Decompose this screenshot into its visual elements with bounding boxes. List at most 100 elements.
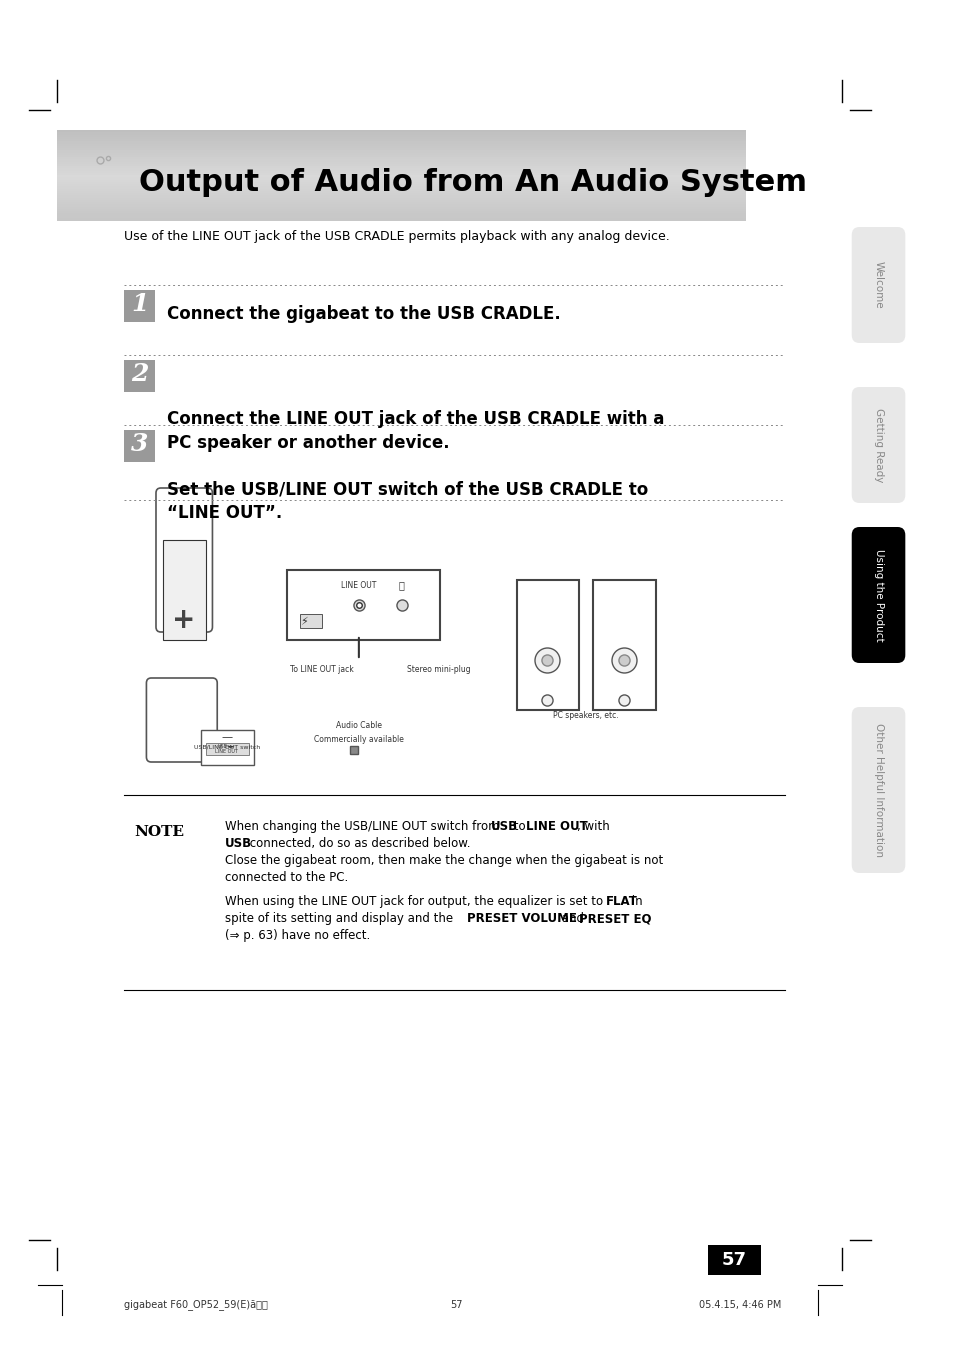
Bar <box>57 218 745 222</box>
Text: Audio Cable: Audio Cable <box>335 720 381 730</box>
Bar <box>57 157 745 161</box>
Bar <box>57 155 745 158</box>
Bar <box>57 196 745 199</box>
Bar <box>57 159 745 162</box>
Text: PC speakers, etc.: PC speakers, etc. <box>553 711 618 720</box>
Bar <box>517 580 578 711</box>
Text: Commercially available: Commercially available <box>314 735 403 744</box>
Text: and: and <box>558 912 587 925</box>
Bar <box>57 142 745 145</box>
Bar <box>57 189 745 192</box>
Bar <box>57 135 745 138</box>
Bar <box>57 200 745 203</box>
Bar <box>57 177 745 181</box>
Bar <box>57 211 745 215</box>
Bar <box>57 204 745 208</box>
Bar <box>57 184 745 188</box>
Bar <box>57 136 745 141</box>
Text: Set the USB/LINE OUT switch of the USB CRADLE to
“LINE OUT”.: Set the USB/LINE OUT switch of the USB C… <box>168 480 648 521</box>
Bar <box>57 146 745 149</box>
Bar <box>57 216 745 219</box>
Text: Connect the gigabeat to the USB CRADLE.: Connect the gigabeat to the USB CRADLE. <box>168 305 560 323</box>
Text: Close the gigabeat room, then make the change when the gigabeat is not: Close the gigabeat room, then make the c… <box>225 854 662 867</box>
Bar <box>57 182 745 185</box>
Text: When changing the USB/LINE OUT switch from: When changing the USB/LINE OUT switch fr… <box>225 820 503 834</box>
Text: LINE OUT: LINE OUT <box>341 581 376 589</box>
Bar <box>57 153 745 155</box>
Text: to: to <box>510 820 529 834</box>
Text: Stereo mini-plug: Stereo mini-plug <box>406 666 470 674</box>
Text: Getting Ready: Getting Ready <box>873 408 882 482</box>
Bar <box>57 162 745 165</box>
Bar <box>57 130 745 134</box>
Bar <box>57 150 745 154</box>
Text: , with: , with <box>577 820 609 834</box>
Bar <box>57 166 745 169</box>
FancyBboxPatch shape <box>146 678 217 762</box>
Bar <box>124 430 155 462</box>
Text: PRESET EQ: PRESET EQ <box>578 912 651 925</box>
Text: in: in <box>627 894 641 908</box>
Bar <box>57 169 745 172</box>
Bar <box>57 186 745 189</box>
Bar <box>57 207 745 209</box>
Bar <box>57 143 745 147</box>
Text: connected, do so as described below.: connected, do so as described below. <box>246 838 470 850</box>
Bar <box>300 613 321 628</box>
Bar <box>57 190 745 195</box>
Text: NOTE: NOTE <box>133 825 184 839</box>
Bar <box>593 580 655 711</box>
Text: Welcome: Welcome <box>873 261 882 309</box>
Bar <box>57 213 745 216</box>
Bar <box>287 570 439 640</box>
Text: 🎧: 🎧 <box>398 580 404 590</box>
Bar <box>206 743 249 755</box>
Bar <box>57 203 745 205</box>
Text: +: + <box>172 607 195 634</box>
Bar <box>57 170 745 174</box>
FancyBboxPatch shape <box>851 386 904 503</box>
FancyBboxPatch shape <box>851 527 904 663</box>
Text: USB: USB <box>491 820 517 834</box>
Bar <box>57 139 745 142</box>
Bar <box>57 197 745 201</box>
Text: spite of its setting and display and the: spite of its setting and display and the <box>225 912 456 925</box>
Bar <box>163 540 206 640</box>
Text: USB/LINE OUT switch: USB/LINE OUT switch <box>193 744 259 750</box>
Bar <box>57 193 745 196</box>
Text: USB◄►
LINE OUT: USB◄► LINE OUT <box>215 743 238 754</box>
Text: 57: 57 <box>720 1251 746 1269</box>
Bar <box>57 132 745 135</box>
Text: —: — <box>221 732 233 742</box>
Text: LINE OUT: LINE OUT <box>526 820 587 834</box>
Bar <box>57 173 745 176</box>
Text: (⇒ p. 63) have no effect.: (⇒ p. 63) have no effect. <box>225 929 370 942</box>
Text: Use of the LINE OUT jack of the USB CRADLE permits playback with any analog devi: Use of the LINE OUT jack of the USB CRAD… <box>124 230 669 243</box>
Text: FLAT: FLAT <box>605 894 637 908</box>
Bar <box>707 1246 760 1275</box>
Text: Output of Audio from An Audio System: Output of Audio from An Audio System <box>138 168 806 197</box>
Bar <box>57 163 745 168</box>
Text: Connect the LINE OUT jack of the USB CRADLE with a
PC speaker or another device.: Connect the LINE OUT jack of the USB CRA… <box>168 409 664 451</box>
Text: connected to the PC.: connected to the PC. <box>225 871 348 884</box>
Text: 57: 57 <box>450 1300 462 1310</box>
FancyBboxPatch shape <box>851 227 904 343</box>
Bar <box>57 149 745 151</box>
Text: 05.4.15, 4:46 PM: 05.4.15, 4:46 PM <box>698 1300 781 1310</box>
Bar <box>57 180 745 182</box>
Text: Other Helpful Information: Other Helpful Information <box>873 723 882 857</box>
Text: 2: 2 <box>131 362 149 386</box>
Text: 1: 1 <box>131 292 149 316</box>
Bar <box>124 359 155 392</box>
Text: To LINE OUT jack: To LINE OUT jack <box>290 666 354 674</box>
Text: 3: 3 <box>131 432 149 457</box>
Bar <box>201 730 253 765</box>
Bar <box>124 290 155 322</box>
Text: PRESET VOLUME: PRESET VOLUME <box>467 912 577 925</box>
Bar <box>57 209 745 212</box>
Text: ⚡: ⚡ <box>300 617 308 627</box>
Text: USB: USB <box>225 838 252 850</box>
Bar <box>57 176 745 178</box>
Text: When using the LINE OUT jack for output, the equalizer is set to: When using the LINE OUT jack for output,… <box>225 894 606 908</box>
FancyBboxPatch shape <box>851 707 904 873</box>
